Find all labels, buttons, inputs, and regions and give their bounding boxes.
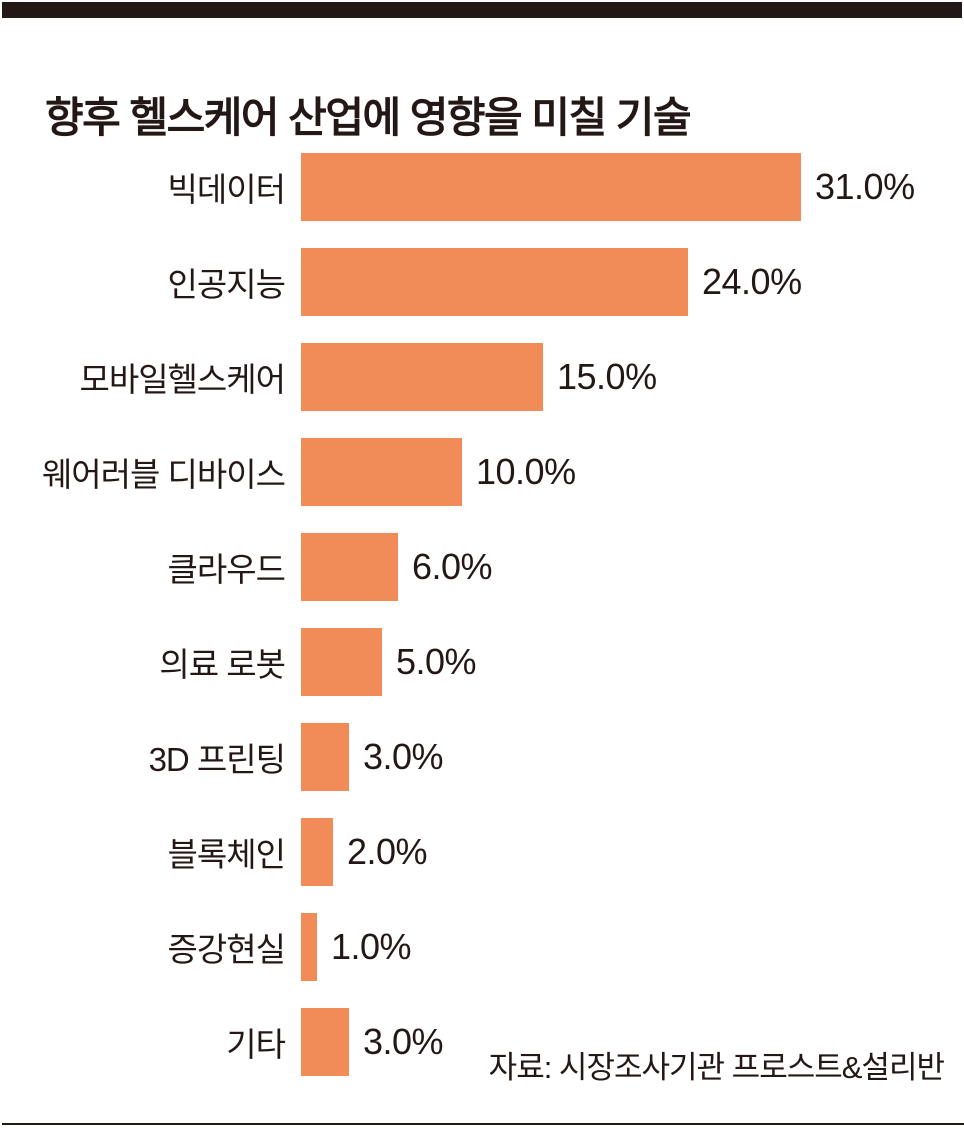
chart-row: 인공지능 24.0%: [0, 248, 964, 316]
category-label: 기타: [226, 1026, 286, 1063]
chart-row: 클라우드 6.0%: [0, 533, 964, 601]
category-label: 의료 로봇: [159, 646, 286, 683]
category-label: 클라우드: [167, 551, 286, 588]
chart-row: 모바일헬스케어 15.0%: [0, 343, 964, 411]
value-label: 15.0%: [557, 356, 657, 397]
value-label: 1.0%: [331, 926, 412, 967]
value-label: 3.0%: [363, 1021, 444, 1062]
bar: [301, 438, 462, 506]
bar: [301, 343, 543, 411]
category-label: 증강현실: [167, 931, 286, 968]
bottom-rule: [2, 1123, 964, 1125]
chart-row: 웨어러블 디바이스 10.0%: [0, 438, 964, 506]
category-label: 3D 프린팅: [148, 741, 286, 778]
chart-row: 증강현실 1.0%: [0, 913, 964, 981]
value-label: 3.0%: [363, 736, 444, 777]
chart-row: 빅데이터 31.0%: [0, 153, 964, 221]
value-label: 24.0%: [702, 261, 802, 302]
chart-title: 향후 헬스케어 산업에 영향을 미칠 기술: [45, 94, 692, 142]
source-note: 자료: 시장조사기관 프로스트&설리반: [488, 1050, 945, 1085]
chart-row: 의료 로봇 5.0%: [0, 628, 964, 696]
bar: [301, 1008, 349, 1076]
category-label: 블록체인: [167, 836, 286, 873]
bar: [301, 533, 398, 601]
category-label: 인공지능: [167, 266, 286, 303]
value-label: 6.0%: [412, 546, 493, 587]
value-label: 5.0%: [396, 641, 477, 682]
bar-chart: 빅데이터 31.0% 인공지능 24.0% 모바일헬스케어 15.0% 웨어러블 디바이스 1…: [0, 153, 964, 1103]
value-label: 10.0%: [476, 451, 576, 492]
bar: [301, 723, 349, 791]
category-label: 웨어러블 디바이스: [41, 456, 286, 493]
value-label: 31.0%: [815, 166, 915, 207]
category-label: 모바일헬스케어: [79, 361, 286, 398]
category-label: 빅데이터: [167, 171, 286, 208]
bar: [301, 628, 382, 696]
bar: [301, 248, 688, 316]
chart-row: 기타 3.0%: [0, 1008, 964, 1076]
bar: [301, 913, 317, 981]
value-label: 2.0%: [347, 831, 428, 872]
chart-row: 3D 프린팅 3.0%: [0, 723, 964, 791]
bar: [301, 818, 333, 886]
top-rule: [2, 2, 962, 18]
chart-row: 블록체인 2.0%: [0, 818, 964, 886]
bar: [301, 153, 801, 221]
